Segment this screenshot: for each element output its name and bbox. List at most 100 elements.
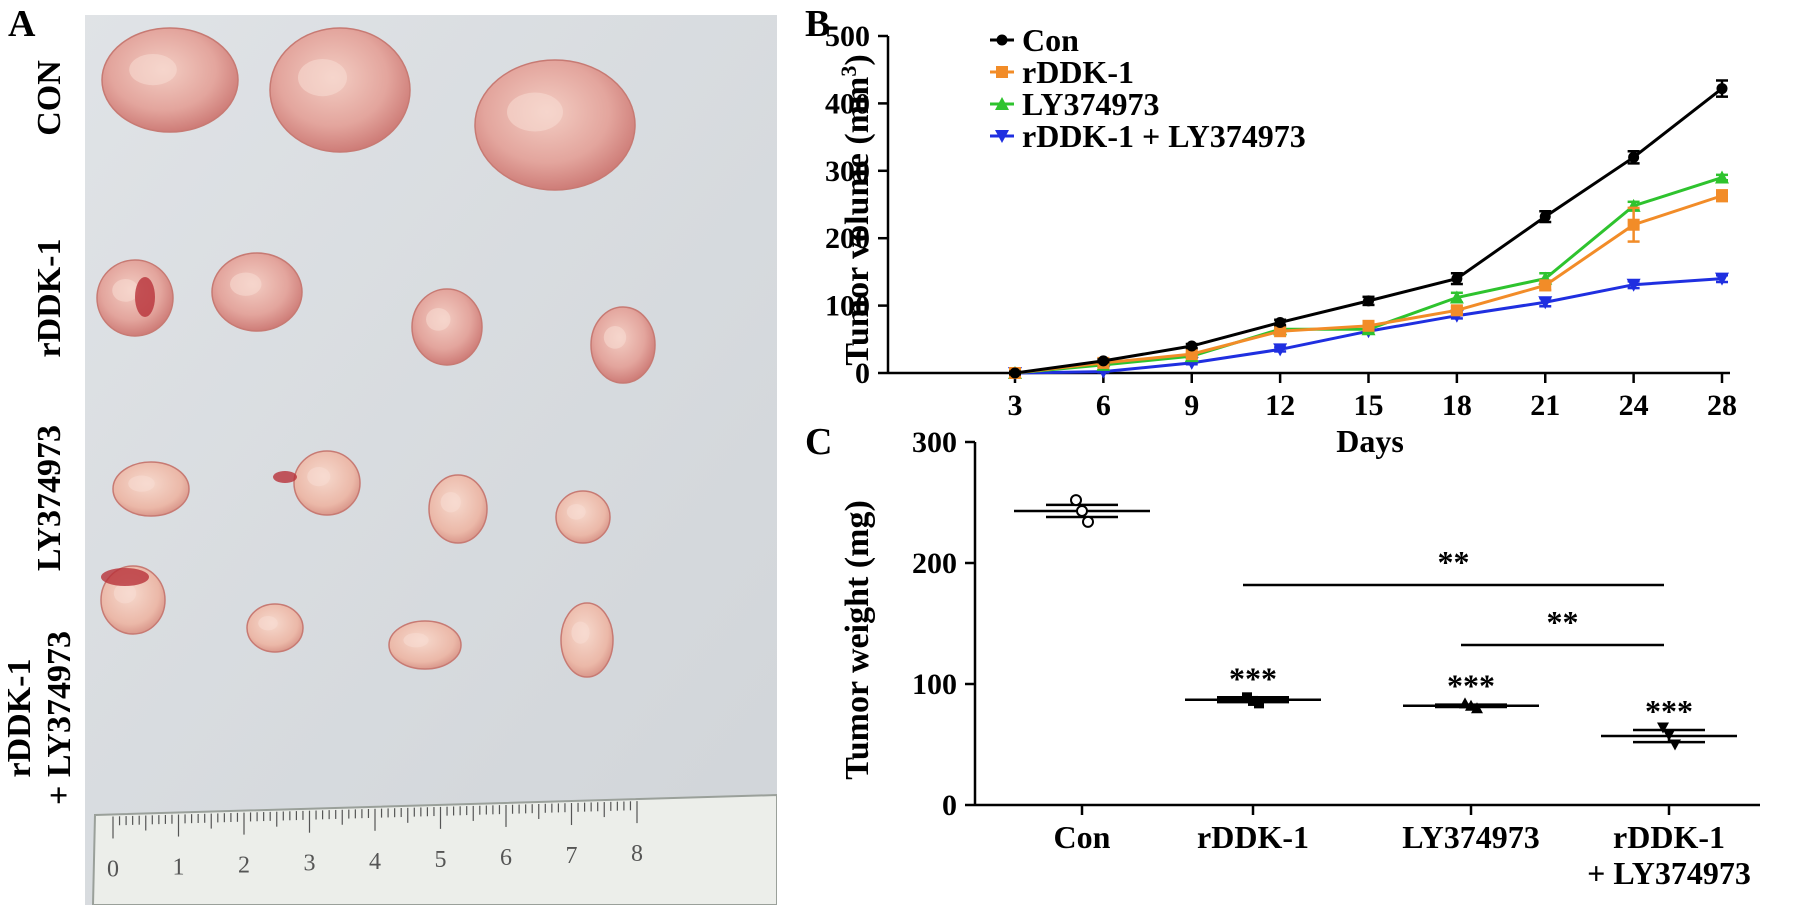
data-point (1254, 698, 1264, 709)
data-point (1663, 729, 1675, 741)
y-tick-label: 500 (825, 20, 870, 53)
data-point (1248, 695, 1258, 706)
tumor-highlight (307, 467, 331, 487)
data-point (1082, 515, 1094, 528)
tumor-highlight (258, 616, 278, 631)
tumor-highlight (507, 92, 563, 132)
ruler-number: 1 (173, 855, 185, 881)
data-point (1450, 304, 1463, 317)
x-tick-label: 3 (1008, 389, 1023, 422)
data-point (1363, 295, 1374, 307)
panel-letter-a: A (8, 3, 36, 45)
ruler-number: 6 (500, 845, 512, 871)
data-point (1273, 343, 1288, 357)
x-tick-label: LY374973 (1402, 819, 1540, 855)
legend-label: rDDK-1 + LY374973 (1022, 118, 1306, 154)
data-point (1716, 83, 1728, 95)
group-0 (1014, 494, 1150, 528)
tumor-highlight (112, 279, 139, 302)
y-tick-label: 100 (912, 668, 957, 701)
data-point (1657, 722, 1669, 734)
data-point (1362, 319, 1375, 332)
legend-label: Con (1022, 22, 1079, 58)
series-con (1009, 79, 1728, 379)
tumor-highlight (566, 504, 586, 520)
comparison-label: ** (1547, 604, 1579, 640)
data-point (1009, 367, 1021, 379)
blood-mark (273, 471, 297, 483)
tumor-highlight (230, 272, 262, 296)
data-point (1451, 273, 1463, 285)
data-point (1628, 151, 1640, 163)
data-point (1274, 325, 1287, 338)
data-point (1242, 692, 1252, 703)
tumor-highlight (403, 633, 429, 648)
significance-label: *** (1229, 660, 1277, 696)
data-point (1076, 504, 1088, 517)
data-point (1539, 211, 1551, 223)
x-tick-label: 9 (1184, 389, 1199, 422)
data-point (1274, 316, 1286, 328)
group-2: *** (1403, 668, 1539, 714)
significance-label: *** (1447, 668, 1495, 704)
data-point (1539, 279, 1552, 292)
x-tick-label: 21 (1530, 389, 1560, 422)
panel-letter-b: B (805, 3, 831, 45)
data-point (1471, 702, 1483, 714)
legend-label: rDDK-1 (1022, 54, 1134, 90)
tumor-highlight (603, 326, 627, 349)
tumor-highlight (571, 621, 590, 644)
data-point (1097, 355, 1109, 367)
data-point (1715, 272, 1729, 286)
x-tick-label: 15 (1354, 389, 1384, 422)
ruler-number: 5 (435, 847, 447, 873)
y-tick-label: 200 (825, 222, 870, 255)
data-point (1715, 170, 1729, 184)
data-point (1186, 340, 1198, 352)
y-axis-title: Tumor volume (mm3) (836, 54, 876, 365)
data-point (1669, 739, 1681, 751)
group-1: *** (1185, 660, 1321, 709)
ruler: 0 1 2 3 4 5 6 7 8 (91, 793, 777, 905)
panel-letter-c: C (805, 421, 833, 463)
tumor-highlight (128, 475, 155, 492)
x-tick-label-line2: + LY374973 (1587, 855, 1751, 891)
y-tick-label: 100 (825, 290, 870, 323)
legend-swatch-marker (995, 97, 1009, 110)
ruler-number: 8 (631, 841, 643, 867)
x-tick-label: 6 (1096, 389, 1111, 422)
x-tick-label: Con (1054, 819, 1111, 855)
chart-tumor-volume: 0 100 200 300 400 500 3 6 9 12 15 18 21 24 28 Days Tumor… (825, 20, 1737, 459)
ruler-number: 3 (304, 851, 316, 877)
ruler-number: 7 (566, 843, 578, 869)
tumor-highlight (426, 308, 451, 331)
data-point (1185, 348, 1198, 361)
y-tick-label: 300 (825, 155, 870, 188)
y-tick-label: 400 (825, 87, 870, 120)
y-tick-label: 200 (912, 547, 957, 580)
tumor-highlight (113, 583, 137, 604)
group-3: *** (1601, 693, 1737, 751)
x-tick-label: 24 (1619, 389, 1649, 422)
ruler-number: 0 (107, 856, 119, 882)
comparison-label: ** (1438, 544, 1470, 580)
y-axis-title: Tumor weight (mg) (839, 500, 876, 780)
ruler-number: 2 (238, 853, 250, 879)
data-point (1070, 494, 1082, 507)
x-axis-title: Days (1336, 423, 1404, 459)
y-tick-label: 0 (855, 357, 870, 390)
legend-swatch-marker (995, 130, 1009, 143)
data-point (1716, 189, 1728, 202)
data-point (1538, 296, 1553, 310)
tumor-highlight (298, 59, 347, 97)
photo-shade (85, 15, 777, 905)
blood-mark (101, 568, 149, 586)
tumor-group (96, 27, 656, 678)
tumor-highlight (440, 492, 461, 513)
significance-label: *** (1645, 693, 1693, 729)
legend-swatch-marker (996, 66, 1008, 78)
x-tick-label: rDDK-1 (1613, 819, 1725, 855)
data-point (1627, 218, 1640, 231)
y-tick-label: 0 (942, 789, 957, 822)
